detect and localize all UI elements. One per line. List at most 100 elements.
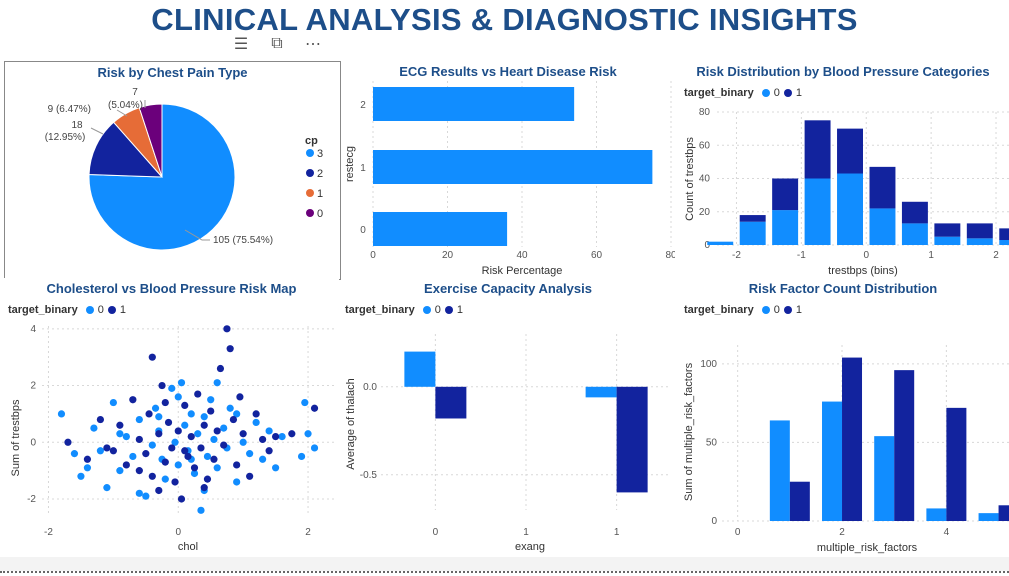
scatter-point-1 (161, 458, 169, 466)
scatter-point-0 (310, 444, 319, 452)
legend-title: cp (305, 135, 318, 147)
bar-bin-1 (739, 215, 766, 222)
scatter-point-1 (135, 467, 143, 475)
y-tick-label: 0 (30, 437, 36, 448)
legend-dot-3 (306, 149, 314, 157)
scatter-point-0 (181, 421, 189, 429)
legend-dot-0 (306, 209, 314, 217)
legend-label-0: 0 (97, 304, 104, 316)
scatter-point-0 (226, 404, 234, 412)
x-tick-label: 2 (839, 527, 845, 538)
scatter-point-1 (223, 325, 231, 333)
pie-chart-panel[interactable]: Risk by Chest Pain Type 105 (75.54%) 18 (1… (4, 61, 341, 280)
leader-line (116, 109, 128, 117)
legend-dot-0 (761, 89, 770, 97)
scatter-point-0 (233, 478, 241, 486)
x-tick-label: 2 (305, 527, 311, 538)
scatter-point-0 (220, 424, 228, 432)
x-tick-label: 20 (442, 250, 454, 261)
scatter-point-0 (297, 452, 306, 461)
scatter-point-0 (129, 452, 137, 461)
scatter-point-1 (171, 478, 179, 486)
chart-title: Exercise Capacity Analysis (424, 281, 592, 296)
bar-restecg-1 (373, 150, 653, 184)
legend-dot-1 (306, 189, 314, 197)
chart-title: Risk Distribution by Blood Pressure Cate… (696, 64, 990, 79)
legend-label-0: 0 (773, 304, 780, 316)
ecg-bar-chart: 0 20 40 60 80 0 1 2 Risk Percentage restecg (344, 81, 677, 277)
bar-exang-1-0 (585, 386, 617, 398)
scatter-point-0 (103, 484, 111, 492)
y-tick-label: 0 (360, 225, 366, 236)
bp-chart-panel[interactable]: Risk Distribution by Blood Pressure Cate… (677, 61, 1009, 278)
exercise-chart-panel[interactable]: Exercise Capacity Analysis target_binary… (341, 278, 675, 557)
scatter-point-0 (246, 450, 254, 458)
y-axis-label: restecg (344, 146, 356, 182)
bar-bin-1 (837, 128, 863, 174)
more-options-icon[interactable]: ⋯ (305, 36, 321, 53)
scatter-point-1 (203, 475, 212, 483)
ecg-chart-panel[interactable]: ECG Results vs Heart Disease Risk 0 20 40 6… (341, 61, 677, 278)
scatter-point-1 (142, 450, 150, 458)
filter-icon[interactable]: ☰ (233, 36, 249, 53)
scatter-chart-panel[interactable]: Cholesterol vs Blood Pressure Risk Map t… (4, 278, 339, 557)
x-axis-label: chol (178, 541, 198, 553)
scatter-point-0 (187, 410, 195, 418)
data-label: 9 (6.47%) (48, 104, 91, 115)
y-tick-label: -2 (27, 494, 36, 505)
scatter-point-1 (184, 452, 192, 461)
scatter-point-0 (197, 506, 205, 514)
scatter-point-0 (194, 430, 202, 438)
x-tick-label: 0 (735, 527, 741, 538)
scatter-point-0 (233, 410, 241, 418)
riskcount-chart-panel[interactable]: Risk Factor Count Distribution target_bi… (677, 278, 1009, 557)
legend-title: target_binary (684, 87, 754, 99)
bar-bin-0 (707, 241, 734, 245)
scatter-point-0 (210, 435, 218, 444)
scatter-point-1 (216, 364, 225, 373)
y-tick-label: 50 (706, 437, 718, 448)
x-tick-label: 1 (614, 527, 620, 538)
y-tick-label: 4 (30, 324, 36, 335)
scatter-point-1 (210, 455, 218, 463)
scatter-point-0 (148, 441, 156, 449)
legend-title: target_binary (684, 304, 754, 316)
scatter-point-0 (190, 469, 199, 478)
scatter-point-1 (239, 430, 247, 438)
scatter-point-1 (236, 393, 244, 401)
scatter-point-1 (122, 461, 130, 469)
scatter-point-0 (259, 455, 267, 463)
x-tick-label: 1 (523, 527, 529, 538)
legend-dot-1 (783, 306, 792, 314)
scatter-point-0 (265, 427, 273, 435)
bar-exang-0-0 (404, 351, 436, 387)
bar-riskcount-5-0 (978, 513, 999, 521)
x-tick-label: 60 (591, 250, 603, 261)
bar-bin-0 (869, 208, 896, 245)
pie-slice-2 (88, 121, 164, 178)
scatter-point-0 (90, 424, 98, 432)
chart-legend: target_binary 0 1 (684, 87, 802, 99)
scatter-point-0 (155, 413, 163, 421)
scatter-point-1 (148, 472, 156, 480)
scatter-point-0 (70, 450, 79, 458)
bar-riskcount-1-1 (789, 481, 810, 521)
page-footer-strip (0, 557, 1009, 571)
scatter-point-1 (190, 464, 199, 472)
focus-mode-icon[interactable]: ⧉ (271, 35, 283, 52)
data-label: 18 (71, 120, 83, 131)
data-label: 105 (75.54%) (213, 235, 273, 246)
scatter-point-0 (174, 393, 182, 401)
bar-bin-1 (869, 166, 896, 209)
scatter-point-1 (83, 455, 92, 463)
x-tick-label: 0 (175, 527, 181, 538)
x-axis-label: multiple_risk_factors (817, 542, 918, 554)
scatter-chart: -2 0 2 4 -2 0 2 chol Sum of trestbps (10, 324, 334, 553)
scatter-point-0 (177, 379, 186, 387)
scatter-point-0 (301, 398, 309, 407)
y-axis-label: Sum of multiple_risk_factors (683, 362, 695, 501)
chart-legend: target_binary 0 1 (8, 304, 126, 316)
scatter-point-1 (177, 495, 186, 503)
y-tick-label: -0.5 (360, 470, 378, 481)
scatter-point-1 (148, 353, 156, 361)
